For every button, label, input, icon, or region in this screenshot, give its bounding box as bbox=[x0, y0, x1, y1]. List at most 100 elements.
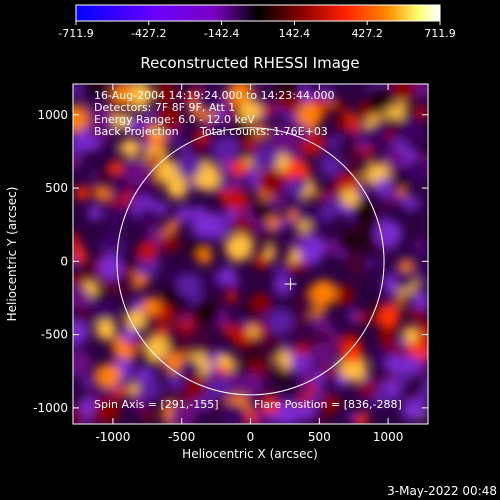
image-blob bbox=[312, 341, 336, 365]
image-blob bbox=[221, 111, 235, 126]
image-blob bbox=[225, 208, 238, 220]
image-blob bbox=[82, 376, 92, 386]
image-blob bbox=[342, 343, 363, 364]
image-blob bbox=[73, 233, 82, 250]
image-blob bbox=[219, 402, 239, 422]
flare-position-text: Flare Position = [836,-288] bbox=[254, 398, 402, 411]
image-blob bbox=[79, 397, 98, 416]
image-blob bbox=[145, 223, 159, 237]
colorbar: -711.9 -427.2 -142.4 142.4 427.2 711.9 bbox=[58, 4, 456, 40]
image-blob bbox=[183, 183, 195, 195]
image-blob bbox=[252, 202, 271, 221]
image-blob bbox=[402, 395, 425, 419]
image-blob bbox=[325, 195, 336, 206]
image-blob bbox=[294, 294, 317, 317]
image-blob bbox=[403, 121, 425, 143]
colorbar-tick-label: 711.9 bbox=[424, 27, 456, 40]
image-blob bbox=[121, 326, 139, 343]
image-blob bbox=[297, 220, 311, 234]
image-blob bbox=[109, 160, 123, 174]
image-blob bbox=[129, 391, 149, 411]
image-blob bbox=[348, 311, 358, 321]
image-blob bbox=[397, 298, 406, 308]
image-blob bbox=[395, 174, 410, 189]
y-tick-label: -500 bbox=[41, 328, 68, 342]
image-blob bbox=[287, 249, 301, 263]
image-blob bbox=[109, 271, 137, 299]
image-blob bbox=[218, 267, 238, 287]
x-tick-label: 1000 bbox=[373, 430, 404, 444]
image-blob bbox=[310, 279, 337, 306]
image-blob bbox=[319, 86, 333, 100]
image-blob bbox=[403, 327, 419, 343]
x-tick-label: 500 bbox=[308, 430, 331, 444]
image-blob bbox=[360, 141, 369, 150]
image-blob bbox=[155, 202, 169, 215]
image-blob bbox=[414, 265, 428, 289]
image-blob bbox=[328, 360, 338, 370]
spin-axis-text: Spin Axis = [291,-155] bbox=[94, 398, 219, 411]
image-blob bbox=[113, 113, 130, 131]
colorbar-tick-label: -142.4 bbox=[204, 27, 239, 40]
image-blob bbox=[404, 159, 428, 184]
image-blob bbox=[123, 158, 151, 186]
image-blob bbox=[311, 409, 330, 424]
image-blob bbox=[238, 372, 264, 398]
image-blob bbox=[166, 175, 190, 199]
image-blob bbox=[257, 167, 285, 196]
image-blob bbox=[297, 234, 326, 263]
image-blob bbox=[327, 135, 342, 150]
image-blob bbox=[256, 331, 285, 360]
image-blob bbox=[73, 84, 81, 96]
image-blob bbox=[348, 258, 368, 277]
solar-limb-circle bbox=[116, 127, 385, 396]
image-blob bbox=[391, 84, 416, 101]
image-blob bbox=[155, 105, 183, 133]
image-blob bbox=[252, 154, 267, 168]
image-blob bbox=[378, 326, 398, 346]
image-blob bbox=[124, 309, 146, 331]
image-blob bbox=[261, 395, 281, 414]
image-blob bbox=[227, 174, 237, 185]
image-blob bbox=[298, 261, 307, 271]
image-blob bbox=[96, 363, 121, 388]
image-blob bbox=[93, 168, 115, 191]
image-blob bbox=[407, 193, 416, 202]
image-blob bbox=[232, 160, 249, 177]
image-blob bbox=[196, 248, 213, 264]
image-blob bbox=[412, 291, 428, 310]
colorbar-tick-label: 142.4 bbox=[279, 27, 311, 40]
image-blob bbox=[289, 386, 301, 398]
image-blob bbox=[252, 215, 270, 233]
image-blob bbox=[319, 203, 338, 222]
x-tick-label: 0 bbox=[247, 430, 255, 444]
image-blob bbox=[73, 247, 87, 263]
image-blob bbox=[121, 138, 141, 158]
image-blob bbox=[109, 142, 120, 154]
image-blob bbox=[226, 117, 252, 143]
image-blob bbox=[191, 297, 220, 326]
image-blob bbox=[385, 107, 396, 119]
image-blob bbox=[297, 102, 322, 127]
image-blob bbox=[239, 100, 262, 123]
image-blob bbox=[218, 364, 229, 375]
image-blob bbox=[181, 313, 192, 323]
image-blob bbox=[294, 342, 309, 357]
image-blob bbox=[341, 188, 360, 207]
plot-title: Reconstructed RHESSI Image bbox=[140, 54, 359, 72]
image-blob bbox=[356, 226, 375, 245]
image-blob bbox=[332, 98, 346, 113]
image-blob bbox=[150, 369, 159, 378]
image-blob bbox=[271, 400, 281, 409]
image-blob bbox=[287, 210, 298, 221]
image-blob bbox=[383, 147, 406, 170]
image-blob bbox=[208, 370, 221, 382]
image-blob bbox=[227, 84, 254, 106]
reconstructed-image bbox=[73, 84, 428, 424]
image-blob bbox=[135, 367, 151, 382]
image-blob bbox=[95, 319, 117, 341]
image-blob bbox=[253, 125, 268, 140]
image-blob bbox=[75, 185, 90, 200]
image-blob bbox=[176, 153, 202, 178]
image-blob bbox=[141, 296, 161, 316]
